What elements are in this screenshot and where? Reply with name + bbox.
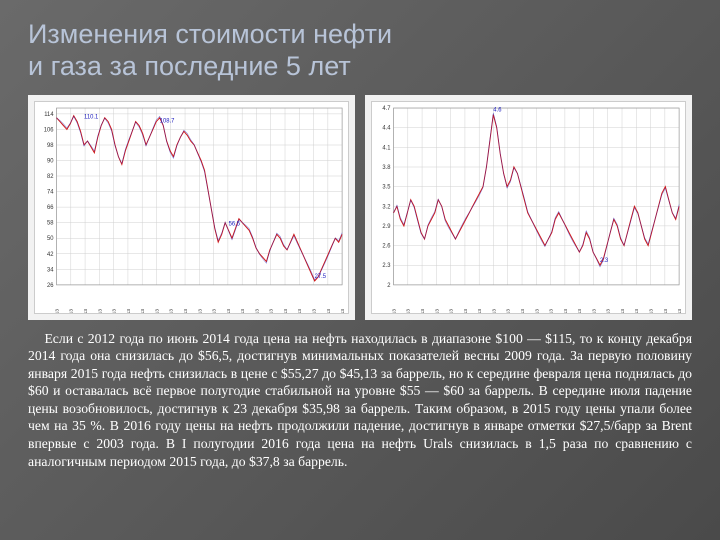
- svg-text:2013: 2013: [97, 309, 103, 313]
- svg-text:2.9: 2.9: [382, 224, 391, 230]
- svg-text:27.5: 27.5: [315, 274, 327, 280]
- svg-text:2013: 2013: [591, 309, 597, 313]
- svg-text:66: 66: [47, 205, 54, 211]
- svg-text:2013: 2013: [197, 309, 203, 313]
- page-title: Изменения стоимости нефти и газа за посл…: [28, 18, 692, 83]
- svg-text:74: 74: [47, 189, 54, 195]
- svg-text:2013: 2013: [663, 309, 669, 313]
- svg-text:50: 50: [47, 236, 54, 242]
- svg-text:2013: 2013: [563, 309, 569, 313]
- body-paragraph: Если с 2012 года по июнь 2014 года цена …: [28, 330, 692, 470]
- chart-panel-gas: 2 2.3 2.6 2.9 3.2 3.5 3.8 4.1 4.4 4.7 2013 2013 2013…: [365, 95, 692, 320]
- svg-text:2013: 2013: [620, 309, 626, 313]
- slide: Изменения стоимости нефти и газа за посл…: [0, 0, 720, 540]
- svg-text:2013: 2013: [606, 309, 612, 313]
- svg-text:2013: 2013: [649, 309, 655, 313]
- svg-text:2013: 2013: [212, 309, 218, 313]
- chart-oil: 26 34 42 50 58 66 74 82 90 98 106 114 2013 2013 2013 20…: [34, 101, 349, 314]
- svg-text:82: 82: [47, 174, 54, 180]
- svg-text:2013: 2013: [126, 309, 132, 313]
- svg-text:2013: 2013: [477, 309, 483, 313]
- svg-text:2013: 2013: [83, 309, 89, 313]
- svg-text:2013: 2013: [55, 309, 61, 313]
- svg-text:90: 90: [47, 158, 54, 164]
- title-line-2: и газа за последние 5 лет: [28, 51, 351, 81]
- svg-text:2.3: 2.3: [600, 258, 609, 264]
- svg-text:4.4: 4.4: [382, 125, 391, 131]
- svg-text:2013: 2013: [312, 309, 318, 313]
- svg-text:2013: 2013: [392, 309, 398, 313]
- svg-text:2013: 2013: [520, 309, 526, 313]
- svg-text:2013: 2013: [169, 309, 175, 313]
- svg-text:108.7: 108.7: [160, 118, 175, 124]
- svg-text:2013: 2013: [69, 309, 75, 313]
- svg-text:2.6: 2.6: [382, 243, 391, 249]
- svg-text:2013: 2013: [140, 309, 146, 313]
- svg-text:2013: 2013: [549, 309, 555, 313]
- svg-text:4.6: 4.6: [493, 107, 502, 113]
- svg-text:2.3: 2.3: [382, 263, 391, 269]
- svg-text:114: 114: [44, 112, 54, 118]
- svg-text:3.8: 3.8: [382, 165, 391, 171]
- svg-text:2013: 2013: [491, 309, 497, 313]
- svg-text:2013: 2013: [677, 309, 683, 313]
- svg-text:4.7: 4.7: [382, 106, 390, 112]
- svg-text:2013: 2013: [534, 309, 540, 313]
- svg-text:2013: 2013: [577, 309, 583, 313]
- svg-text:2013: 2013: [283, 309, 289, 313]
- svg-text:2013: 2013: [112, 309, 118, 313]
- svg-text:2013: 2013: [297, 309, 303, 313]
- svg-text:2013: 2013: [326, 309, 332, 313]
- svg-text:2013: 2013: [183, 309, 189, 313]
- svg-text:110.1: 110.1: [84, 114, 99, 120]
- svg-text:2013: 2013: [420, 309, 426, 313]
- svg-text:2013: 2013: [226, 309, 232, 313]
- svg-text:98: 98: [47, 143, 54, 149]
- svg-text:56.5: 56.5: [229, 221, 241, 227]
- svg-text:2013: 2013: [449, 309, 455, 313]
- svg-text:2013: 2013: [254, 309, 260, 313]
- svg-text:2: 2: [387, 283, 390, 289]
- svg-text:2013: 2013: [269, 309, 275, 313]
- svg-text:2013: 2013: [406, 309, 412, 313]
- svg-text:26: 26: [47, 283, 54, 289]
- svg-text:58: 58: [47, 220, 54, 226]
- svg-text:3.2: 3.2: [382, 204, 390, 210]
- chart-panel-oil: 26 34 42 50 58 66 74 82 90 98 106 114 2013 2013 2013 20…: [28, 95, 355, 320]
- svg-text:34: 34: [47, 267, 54, 273]
- svg-text:4.1: 4.1: [382, 145, 391, 151]
- svg-text:2013: 2013: [434, 309, 440, 313]
- svg-text:3.5: 3.5: [382, 184, 391, 190]
- svg-text:2013: 2013: [154, 309, 160, 313]
- chart-gas: 2 2.3 2.6 2.9 3.2 3.5 3.8 4.1 4.4 4.7 2013 2013 2013…: [371, 101, 686, 314]
- svg-text:2013: 2013: [240, 309, 246, 313]
- charts-row: 26 34 42 50 58 66 74 82 90 98 106 114 2013 2013 2013 20…: [28, 95, 692, 320]
- svg-text:2013: 2013: [340, 309, 346, 313]
- svg-text:106: 106: [44, 127, 54, 133]
- svg-text:2013: 2013: [463, 309, 469, 313]
- title-line-1: Изменения стоимости нефти: [28, 19, 392, 49]
- svg-text:2013: 2013: [506, 309, 512, 313]
- svg-text:42: 42: [47, 252, 54, 258]
- svg-text:2013: 2013: [634, 309, 640, 313]
